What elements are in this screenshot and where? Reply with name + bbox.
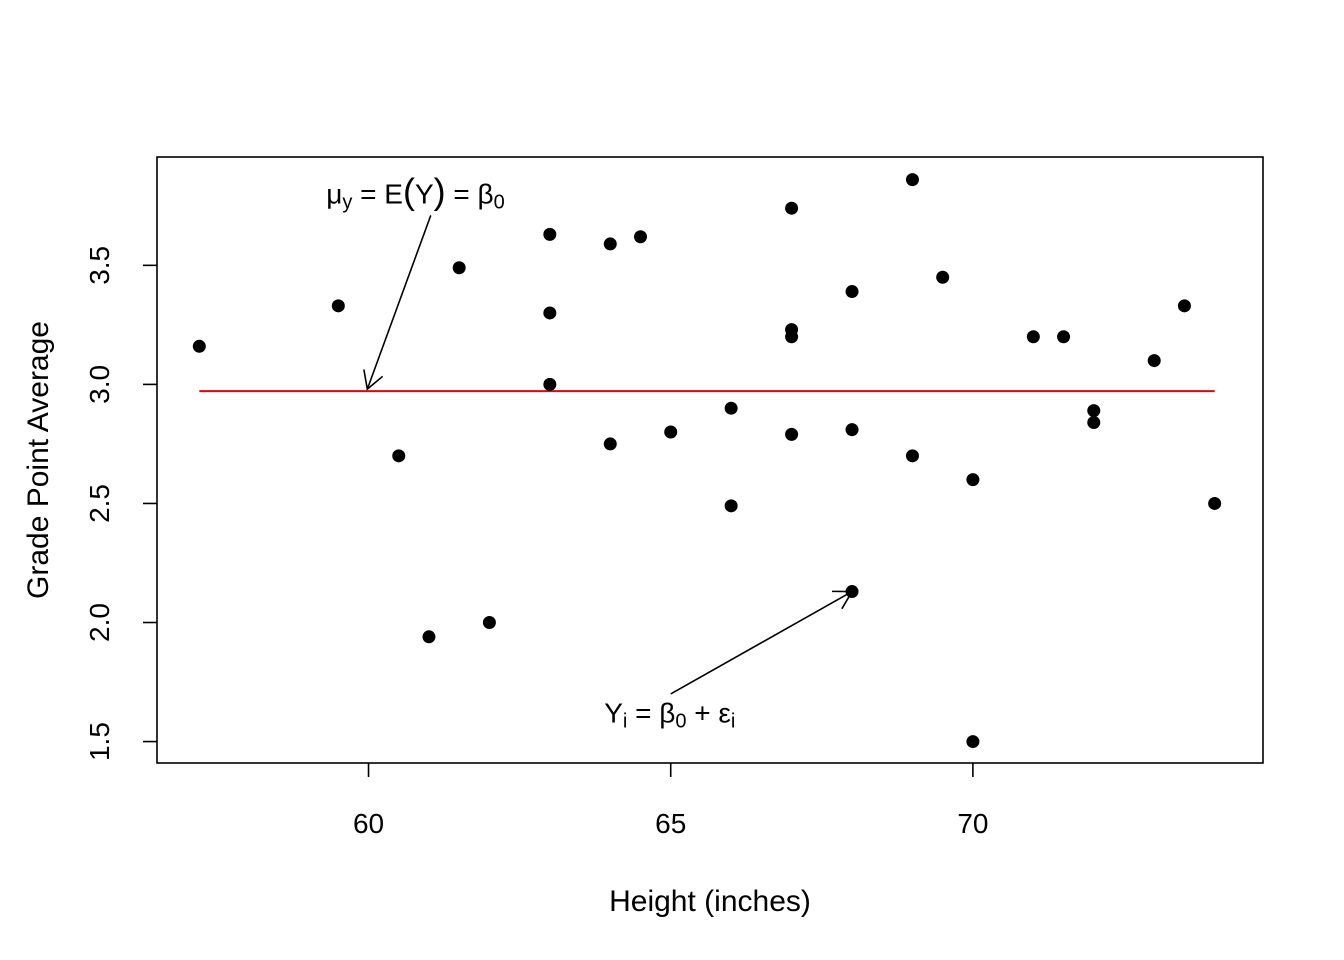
mean-annotation-label: μy = E(Y) = β0 xyxy=(326,170,505,213)
data-point xyxy=(1177,299,1191,313)
plot-area: 60 65 70 1.5 2.0 2.5 3.0 3.5 μy = E(Y) = β0 Yi = … xyxy=(84,156,1264,839)
data-point xyxy=(785,201,799,215)
data-point xyxy=(1087,415,1101,429)
data-point xyxy=(936,270,950,284)
data-point xyxy=(966,473,980,487)
x-tick-label: 70 xyxy=(957,808,988,839)
data-point xyxy=(845,285,859,299)
data-point xyxy=(724,401,738,415)
y-tick-label: 3.5 xyxy=(84,246,115,285)
observation-annotation-arrow xyxy=(670,590,853,695)
data-point xyxy=(392,449,406,463)
data-point xyxy=(633,230,647,244)
data-point xyxy=(905,449,919,463)
x-tick-label: 60 xyxy=(353,808,384,839)
data-point xyxy=(1057,330,1071,344)
data-point xyxy=(966,735,980,749)
data-point xyxy=(664,425,678,439)
data-point xyxy=(905,173,919,187)
data-point xyxy=(845,423,859,437)
observation-annotation-label: Yi = β0 + εi xyxy=(604,698,735,733)
data-point xyxy=(603,237,617,251)
y-tick-label: 2.0 xyxy=(84,603,115,642)
mean-annotation-arrowhead xyxy=(363,369,384,391)
x-tick-label: 65 xyxy=(655,808,686,839)
data-point xyxy=(331,299,345,313)
data-point xyxy=(192,339,206,353)
data-point xyxy=(543,377,557,391)
data-point xyxy=(543,306,557,320)
data-point xyxy=(452,261,466,275)
data-point xyxy=(482,616,496,630)
data-point xyxy=(1026,330,1040,344)
data-point xyxy=(785,330,799,344)
y-tick-label: 2.5 xyxy=(84,484,115,523)
observation-annotation-arrowhead xyxy=(832,590,854,610)
data-point xyxy=(785,427,799,441)
data-point xyxy=(603,437,617,451)
y-axis-title: Grade Point Average xyxy=(22,321,55,599)
data-point xyxy=(1087,404,1101,418)
data-point xyxy=(1208,496,1222,510)
y-tick-label: 3.0 xyxy=(84,365,115,404)
data-point xyxy=(1147,354,1161,368)
data-point xyxy=(724,499,738,513)
data-point xyxy=(543,227,557,241)
y-tick-label: 1.5 xyxy=(84,722,115,761)
plot-frame xyxy=(156,156,1264,764)
x-axis-title: Height (inches) xyxy=(609,885,811,918)
mean-annotation-arrow xyxy=(366,215,432,390)
data-point xyxy=(422,630,436,644)
